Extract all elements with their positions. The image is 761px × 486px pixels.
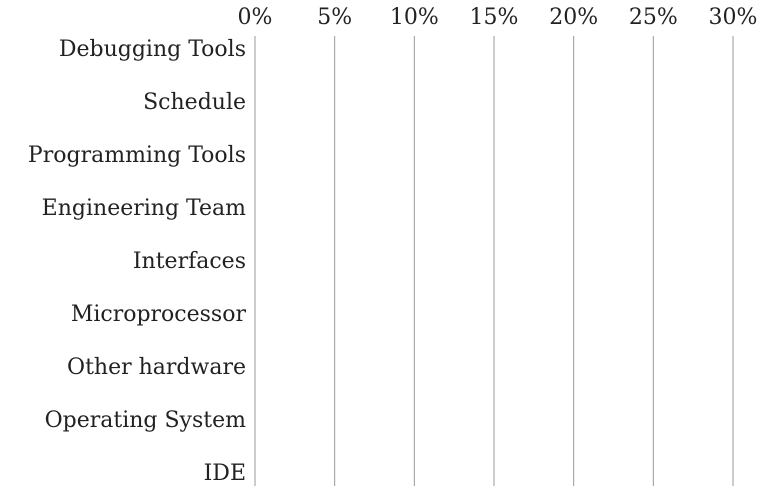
x-tick-label: 20% <box>549 5 598 30</box>
y-tick-label: Schedule <box>143 90 246 115</box>
y-tick-label: Operating System <box>45 408 247 433</box>
y-tick-label: Other hardware <box>67 355 246 380</box>
y-tick-label: Microprocessor <box>71 302 247 327</box>
x-tick-label: 25% <box>629 5 678 30</box>
x-tick-label: 10% <box>390 5 439 30</box>
y-tick-label: Engineering Team <box>42 196 246 221</box>
y-tick-label: IDE <box>204 461 246 486</box>
x-tick-label: 30% <box>709 5 758 30</box>
x-tick-label: 5% <box>317 5 352 30</box>
y-tick-label: Interfaces <box>133 249 246 274</box>
y-tick-label: Programming Tools <box>28 143 246 168</box>
y-tick-label: Debugging Tools <box>59 37 246 62</box>
x-tick-label: 15% <box>470 5 519 30</box>
x-tick-label: 0% <box>238 5 273 30</box>
